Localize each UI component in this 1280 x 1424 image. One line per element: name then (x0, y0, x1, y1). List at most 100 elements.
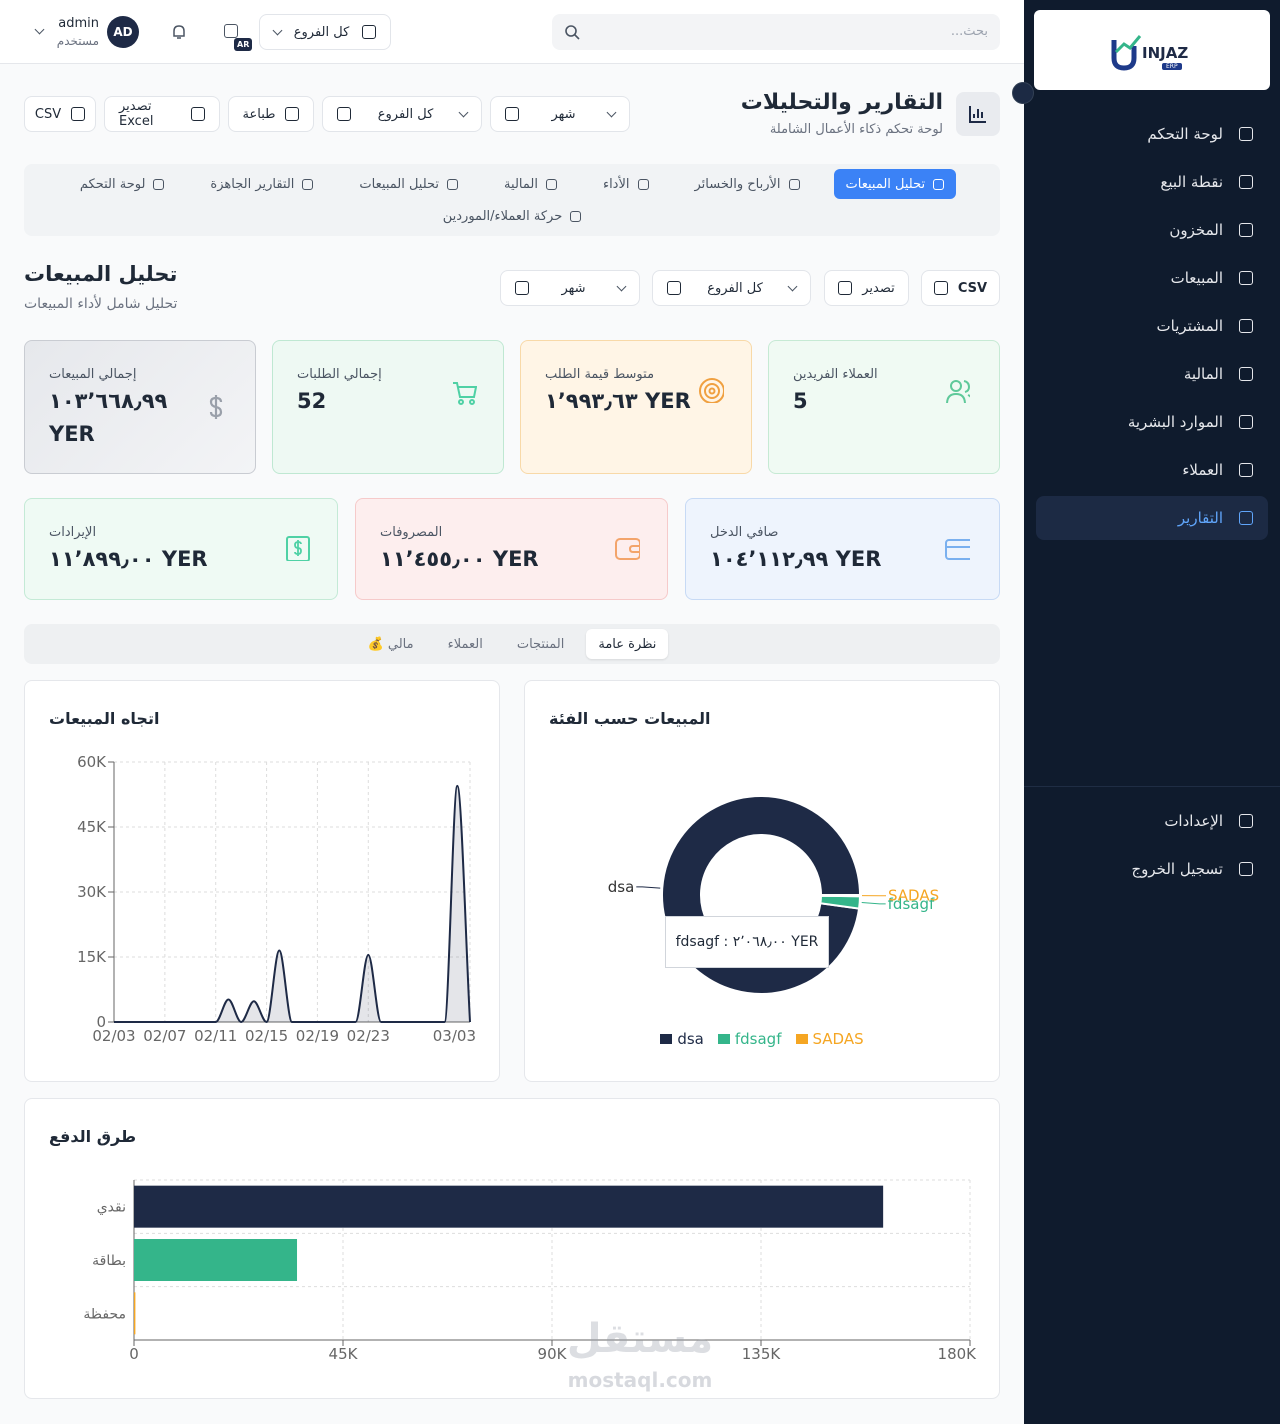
file-icon (191, 107, 205, 121)
branch-select[interactable]: كل الفروع (652, 270, 811, 306)
sidebar: INJAZ ERP لوحة التحكم نقطة البيع المخزون ال… (1012, 0, 1280, 1424)
nav-icon (1239, 127, 1253, 141)
legend-label: SADAS (812, 1030, 864, 1048)
subtab[interactable]: المنتجات (516, 636, 565, 652)
tab[interactable]: الأداء (591, 169, 661, 199)
kpi-card: العملاء الفريدين 5 (768, 340, 1000, 474)
export-button[interactable]: تصدير (824, 270, 909, 306)
csv-label: CSV (957, 280, 988, 296)
logo-sub: ERP (1162, 63, 1182, 70)
nav-label: المشتريات (1156, 317, 1223, 335)
lang-badge: AR (234, 38, 253, 51)
nav-item[interactable]: نقطة البيع (1036, 160, 1268, 204)
tab[interactable]: تحليل المبيعات (347, 169, 470, 199)
nav-item[interactable]: لوحة التحكم (1036, 112, 1268, 156)
calendar-icon (505, 107, 519, 121)
branch-select[interactable]: كل الفروع (322, 96, 482, 132)
tab-icon (570, 210, 582, 222)
chevron (616, 281, 627, 291)
nav-item[interactable]: المبيعات (1036, 256, 1268, 300)
kpi-value: ١١٬٨٩٩٫٠٠ YER (49, 547, 208, 571)
store-icon (667, 281, 681, 295)
file-icon (933, 281, 948, 295)
nav-item[interactable]: التقارير (1036, 496, 1268, 540)
print-button[interactable]: طباعة (228, 96, 314, 132)
chevron (458, 107, 469, 117)
tab[interactable]: الأرباح والخسائر (683, 169, 812, 199)
nav-item[interactable]: تسجيل الخروج (1036, 847, 1268, 891)
subtab[interactable]: العملاء (447, 636, 483, 652)
line-chart-card: اتجاه المبيعات (24, 680, 500, 1082)
tabs-row: تحليل المبيعات الأرباح والخسائر الأداء الما… (24, 169, 1000, 199)
tab[interactable]: التقارير الجاهزة (198, 169, 325, 199)
header-icon (956, 92, 1000, 136)
csv-label: CSV (34, 106, 62, 122)
subtabs-panel (24, 624, 1000, 664)
section-subtitle: تحليل شامل لأداء المبيعات (24, 296, 178, 312)
section-title: تحليل المبيعات (24, 262, 178, 286)
search-icon (565, 25, 580, 40)
tab[interactable]: تحليل المبيعات (833, 169, 957, 199)
tab-icon (447, 178, 459, 190)
nav-item[interactable]: المخزون (1036, 208, 1268, 252)
nav-icon (1239, 463, 1253, 477)
translate-icon[interactable] (224, 24, 238, 38)
nav-item[interactable]: المالية (1036, 352, 1268, 396)
tab[interactable]: حركة العملاء/الموردين (431, 201, 594, 231)
csv-button[interactable]: CSV (24, 96, 96, 132)
nav-item[interactable]: العملاء (1036, 448, 1268, 492)
kpi-card: صافي الدخل ١٠٤٬١١٢٫٩٩ YER (685, 498, 1000, 600)
search-placeholder: بحث... (950, 24, 988, 39)
excel-button[interactable]: تصدير Excel (104, 96, 220, 132)
logo-box: INJAZ ERP (1034, 10, 1270, 90)
avatar[interactable]: AD (107, 16, 139, 48)
nav-item[interactable]: الموارد البشرية (1036, 400, 1268, 444)
csv-button[interactable]: CSV (921, 270, 1000, 306)
kpi-value: 52 (297, 389, 327, 413)
legend-swatch (795, 1034, 808, 1044)
logo-icon (1111, 35, 1142, 71)
nav-label: المبيعات (1170, 269, 1223, 287)
nav-label: نقطة البيع (1160, 173, 1223, 191)
chevron (787, 281, 798, 291)
period-select[interactable]: شهر (490, 96, 630, 132)
kpi-label: المصروفات (380, 525, 443, 540)
search-box[interactable]: بحث... (552, 14, 1000, 50)
nav-label: الإعدادات (1164, 812, 1223, 830)
bell-icon[interactable] (171, 24, 187, 40)
tab[interactable]: المالية (492, 169, 569, 199)
collapse-button[interactable] (1012, 82, 1034, 104)
tab-label: المالية (504, 176, 538, 192)
dollar-icon (209, 395, 223, 419)
tab-icon (153, 178, 165, 190)
nav-label: الموارد البشرية (1127, 413, 1223, 431)
tooltip: fdsagf : ٢٬٠٦٨٫٠٠ YER (665, 916, 829, 968)
nav-icon (1239, 223, 1253, 237)
nav-icon (1239, 271, 1253, 285)
chart-title: طرق الدفع (49, 1127, 137, 1146)
chart-icon (969, 106, 986, 123)
user-role: مستخدم (56, 34, 99, 48)
subtab[interactable]: نظرة عامة (586, 629, 669, 659)
subtab[interactable]: مالي 💰 (367, 636, 414, 652)
kpi-label: إجمالي المبيعات (49, 367, 137, 382)
nav-label: لوحة التحكم (1147, 125, 1223, 143)
period-label: شهر (551, 106, 576, 122)
tabs-row: حركة العملاء/الموردين (24, 201, 1000, 231)
tab-icon (637, 178, 649, 190)
legend-item: dsa (660, 1030, 704, 1048)
nav-item[interactable]: الإعدادات (1036, 799, 1268, 843)
money-icon (286, 536, 310, 561)
legend-label: fdsagf (734, 1030, 782, 1048)
branch-select[interactable]: كل الفروع (259, 14, 391, 50)
tab[interactable]: لوحة التحكم (68, 169, 177, 199)
nav-item[interactable]: المشتريات (1036, 304, 1268, 348)
period-select[interactable]: شهر (500, 270, 640, 306)
kpi-label: إجمالي الطلبات (297, 367, 382, 382)
kpi-card: إجمالي الطلبات 52 (272, 340, 504, 474)
chart-title: المبيعات حسب الفئة (549, 709, 711, 728)
nav-icon (1239, 862, 1253, 876)
tab-icon (788, 178, 800, 190)
calendar-icon (515, 281, 529, 295)
nav-icon (1239, 319, 1253, 333)
